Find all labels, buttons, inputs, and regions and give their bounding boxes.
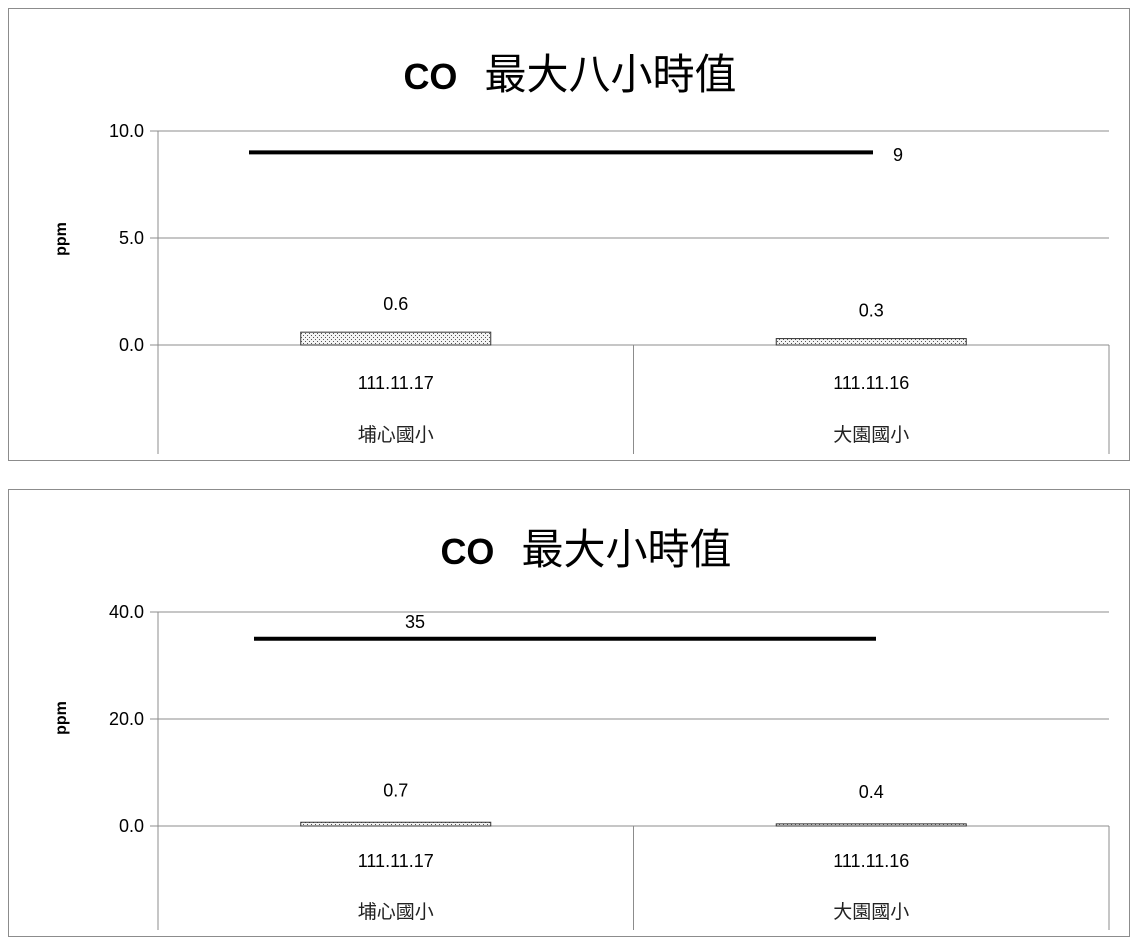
x-tick-label-site: 埔心國小 — [358, 901, 434, 923]
chart-title-latin: CO — [403, 56, 457, 97]
chart-title: CO 最大八小時值 — [403, 50, 736, 99]
plot-area: 10.0 5.0 0.0 ppm 0.6 111.11.17 埔心國小 0.3 111.11.1… — [53, 121, 1110, 454]
bar — [300, 331, 492, 346]
chart-title-cjk: 最大小時值 — [522, 525, 732, 574]
x-tick-label-site: 埔心國小 — [358, 424, 434, 446]
y-tick-label: 0.0 — [119, 816, 144, 836]
chart-title-cjk: 最大八小時值 — [485, 50, 737, 99]
y-tick-label: 10.0 — [109, 121, 144, 141]
y-tick-label: 40.0 — [109, 602, 144, 622]
data-label: 0.6 — [383, 294, 408, 314]
data-label: 0.4 — [859, 782, 884, 802]
y-axis-label: ppm — [53, 701, 70, 735]
x-tick-label-date: 111.11.16 — [833, 373, 909, 393]
chart-title-latin: CO — [440, 531, 494, 572]
standard-line-label: 35 — [405, 612, 425, 632]
bar — [775, 338, 967, 346]
x-tick-label-date: 111.11.16 — [833, 851, 909, 871]
standard-line-label: 9 — [893, 145, 903, 165]
data-label: 0.7 — [383, 780, 408, 800]
x-tick-label-date: 111.11.17 — [358, 373, 434, 393]
chart-co-1hr-max: CO 最大小時值 40.0 20.0 0.0 ppm 0.7 111.11.17 埔心國小 0… — [8, 489, 1130, 937]
x-tick-label-site: 大園國小 — [833, 424, 909, 446]
y-tick-label: 0.0 — [119, 335, 144, 355]
chart-co-8hr-max: CO 最大八小時值 10.0 5.0 0.0 ppm 0.6 111.11.17 埔心國小 0… — [8, 8, 1130, 461]
bar — [300, 821, 492, 827]
x-tick-label-date: 111.11.17 — [358, 851, 434, 871]
x-tick-label-site: 大園國小 — [833, 901, 909, 923]
chart-co-1hr-max-svg: CO 最大小時值 40.0 20.0 0.0 ppm 0.7 111.11.17 埔心國小 0… — [53, 525, 1110, 930]
bar — [775, 823, 967, 827]
chart-title: CO 最大小時值 — [440, 525, 731, 574]
plot-area: 40.0 20.0 0.0 ppm 0.7 111.11.17 埔心國小 0.4 111.11.… — [53, 602, 1110, 930]
data-label: 0.3 — [859, 301, 884, 321]
y-tick-label: 20.0 — [109, 709, 144, 729]
chart-co-8hr-max-svg: CO 最大八小時值 10.0 5.0 0.0 ppm 0.6 111.11.17 埔心國小 0… — [53, 50, 1110, 454]
y-axis-label: ppm — [53, 222, 70, 256]
y-tick-label: 5.0 — [119, 228, 144, 248]
